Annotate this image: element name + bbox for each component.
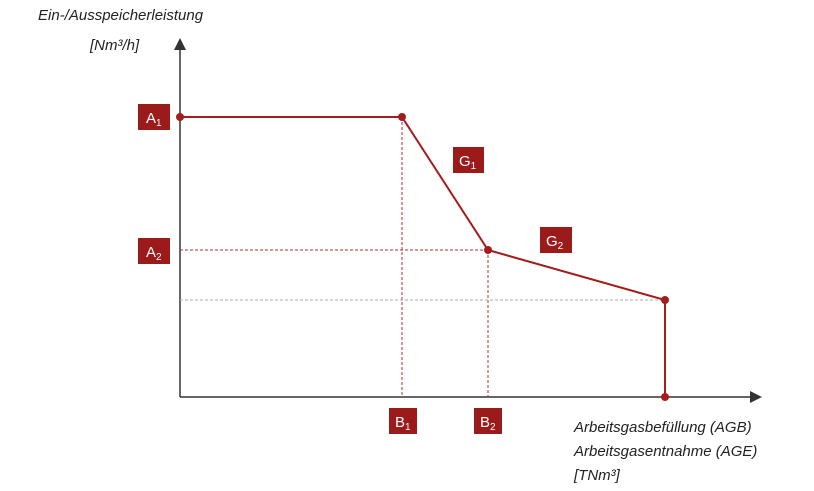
label-box: G2 — [540, 227, 572, 253]
x-axis-unit: [TNm³] — [573, 467, 621, 484]
guides — [180, 117, 665, 397]
label-box: B1 — [389, 408, 417, 434]
points — [176, 113, 669, 401]
y-axis-unit: [Nm³/h] — [89, 37, 140, 54]
svg-text:B1: B1 — [395, 414, 411, 433]
svg-text:A1: A1 — [146, 110, 162, 129]
svg-text:B2: B2 — [480, 414, 496, 433]
svg-text:G2: G2 — [546, 233, 564, 252]
label-box: G1 — [453, 147, 484, 173]
label-box: B2 — [474, 408, 502, 434]
svg-text:G1: G1 — [459, 153, 477, 172]
x-axis-title: Arbeitsgasbefüllung (AGB) — [573, 419, 752, 436]
curve — [180, 116, 666, 397]
label-box: A1 — [138, 104, 170, 130]
label-box: A2 — [138, 238, 170, 264]
y-axis-title: Ein-/Ausspeicherleistung — [38, 7, 204, 24]
x-axis-title: Arbeitsgasentnahme (AGE) — [573, 443, 757, 460]
svg-text:A2: A2 — [146, 244, 162, 263]
